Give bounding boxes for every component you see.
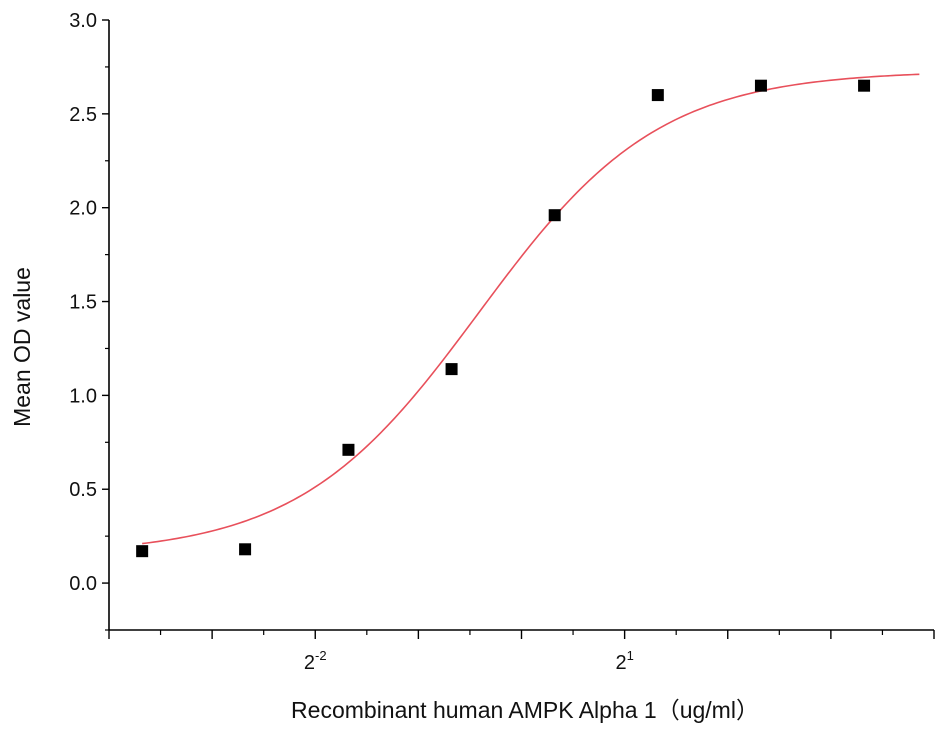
y-tick-label: 3.0 xyxy=(69,10,97,32)
x-axis-title: Recombinant human AMPK Alpha 1（ug/ml） xyxy=(291,697,759,723)
data-point xyxy=(754,79,767,92)
data-point xyxy=(239,543,252,556)
y-tick-label: 2.5 xyxy=(69,104,97,126)
data-point xyxy=(445,363,458,376)
y-tick-label: 1.0 xyxy=(69,385,97,407)
data-point xyxy=(136,545,149,558)
y-tick-label: 2.0 xyxy=(69,198,97,220)
data-point xyxy=(548,209,561,222)
fit-curve-group xyxy=(142,73,920,545)
y-tick-label: 0.5 xyxy=(69,479,97,501)
y-tick-label: 1.5 xyxy=(69,292,97,314)
y-axis-title: Mean OD value xyxy=(9,267,35,427)
y-tick-label: 0.0 xyxy=(69,573,97,595)
data-points xyxy=(136,79,871,558)
fit-curve xyxy=(142,73,920,545)
data-point xyxy=(342,443,355,456)
data-point xyxy=(651,89,664,102)
axes xyxy=(102,19,935,639)
x-tick-label: 21 xyxy=(615,648,633,674)
tick-labels: 0.0 0.5 1.0 1.5 2.0 2.5 3.0 2-2 21 xyxy=(69,10,634,674)
data-point xyxy=(858,79,871,92)
x-tick-label: 2-2 xyxy=(304,648,327,674)
